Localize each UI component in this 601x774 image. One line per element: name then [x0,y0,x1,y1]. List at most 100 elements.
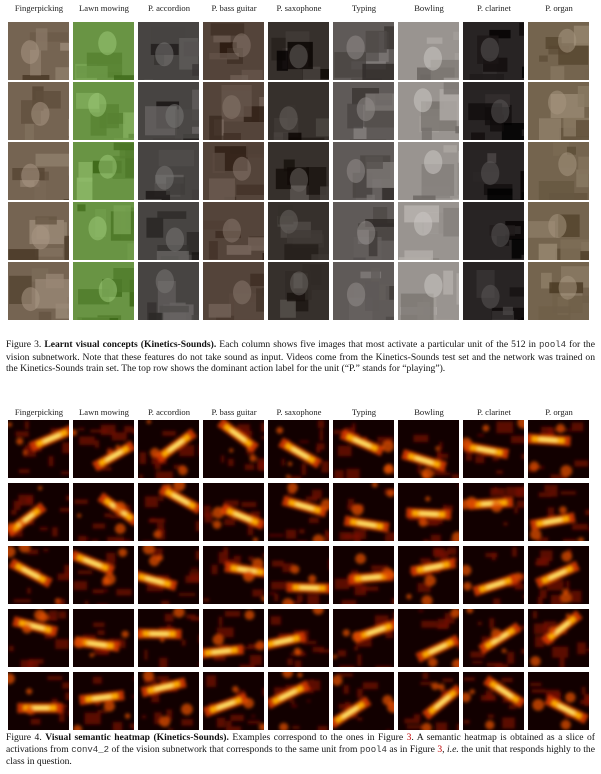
figure-4-caption-text-3: of the vision subnetwork that correspond… [111,743,358,755]
figure-4-caption-code-1: conv4_2 [71,744,109,755]
photo-bowling-3 [398,142,459,200]
photo-p-organ-3 [528,142,589,200]
heatmap-typing-2 [333,483,394,541]
photo-p-bass-guitar-3 [203,142,264,200]
figure-3-column-label-fingerpicking: Fingerpicking [14,3,64,13]
heatmap-p-saxophone-1 [268,420,329,478]
figure-4-caption-text-5: , [442,743,445,755]
heatmap-p-accordion-4 [138,609,199,667]
photo-p-saxophone-3 [268,142,329,200]
figure-4-caption: Figure 4. Visual semantic heatmap (Kinet… [6,732,595,768]
heatmap-typing-1 [333,420,394,478]
heatmap-p-accordion-2 [138,483,199,541]
heatmap-p-bass-guitar-1 [203,420,264,478]
photo-p-accordion-5 [138,262,199,320]
heatmap-p-saxophone-4 [268,609,329,667]
photo-p-clarinet-2 [463,82,524,140]
figure-4-caption-ie: i.e. [447,743,459,755]
photo-p-saxophone-2 [268,82,329,140]
figure-3-column-label-lawn-mowing: Lawn mowing [79,3,129,13]
heatmap-p-clarinet-3 [463,546,524,604]
figure-4-column-label-p-saxophone: P. saxophone [276,407,322,417]
heatmap-p-organ-2 [528,483,589,541]
photo-p-bass-guitar-4 [203,202,264,260]
photo-p-bass-guitar-5 [203,262,264,320]
photo-lawn-mowing-1 [73,22,134,80]
figure-4-caption-text-4: as in Figure [389,743,435,755]
figure-4: Fingerpicking Lawn mowing P. accordion P. b… [0,400,601,774]
photo-bowling-1 [398,22,459,80]
photo-lawn-mowing-2 [73,82,134,140]
heatmap-bowling-5 [398,672,459,730]
heatmap-p-bass-guitar-4 [203,609,264,667]
heatmap-fingerpicking-4 [8,609,69,667]
figure-3-column-labels: Fingerpicking Lawn mowing P. accordion P. b… [8,2,593,14]
photo-p-accordion-3 [138,142,199,200]
figure-4-caption-code-2: pool4 [359,744,387,755]
figure-4-figure-ref-1[interactable]: 3 [406,732,412,743]
figure-3-column-label-p-clarinet: P. clarinet [477,3,511,13]
figure-4-caption-title: Visual semantic heatmap (Kinetics-Sounds… [45,732,229,743]
heatmap-fingerpicking-2 [8,483,69,541]
figure-3-column-label-bowling: Bowling [414,3,444,13]
figure-4-column-label-p-accordion: P. accordion [147,407,190,417]
photo-p-accordion-1 [138,22,199,80]
heatmap-fingerpicking-1 [8,420,69,478]
figure-4-column-label-p-organ: P. organ [545,407,573,417]
heatmap-p-saxophone-2 [268,483,329,541]
heatmap-p-accordion-1 [138,420,199,478]
photo-typing-3 [333,142,394,200]
photo-p-organ-4 [528,202,589,260]
figure-4-figure-ref-2[interactable]: 3 [437,743,443,755]
heatmap-p-bass-guitar-3 [203,546,264,604]
figure-4-column-label-p-bass-guitar: P. bass guitar [211,407,257,417]
photo-lawn-mowing-4 [73,202,134,260]
photo-p-saxophone-1 [268,22,329,80]
heatmap-lawn-mowing-3 [73,546,134,604]
heatmap-lawn-mowing-4 [73,609,134,667]
heatmap-p-clarinet-1 [463,420,524,478]
heatmap-bowling-2 [398,483,459,541]
photo-p-accordion-4 [138,202,199,260]
photo-typing-4 [333,202,394,260]
photo-p-clarinet-4 [463,202,524,260]
photo-p-accordion-2 [138,82,199,140]
figure-4-column-label-fingerpicking: Fingerpicking [14,407,64,417]
heatmap-p-organ-4 [528,609,589,667]
photo-fingerpicking-4 [8,202,69,260]
photo-typing-1 [333,22,394,80]
figure-4-column-labels: Fingerpicking Lawn mowing P. accordion P. b… [8,406,593,418]
photo-typing-2 [333,82,394,140]
heatmap-p-organ-5 [528,672,589,730]
photo-fingerpicking-5 [8,262,69,320]
photo-p-clarinet-5 [463,262,524,320]
photo-p-bass-guitar-2 [203,82,264,140]
figure-4-column-label-bowling: Bowling [414,407,444,417]
figure-3-image-grid [8,22,593,334]
heatmap-bowling-1 [398,420,459,478]
heatmap-p-saxophone-3 [268,546,329,604]
heatmap-p-organ-3 [528,546,589,604]
photo-bowling-4 [398,202,459,260]
photo-p-organ-1 [528,22,589,80]
photo-fingerpicking-2 [8,82,69,140]
figure-4-column-label-p-clarinet: P. clarinet [477,407,511,417]
photo-bowling-2 [398,82,459,140]
photo-bowling-5 [398,262,459,320]
figure-3-column-label-p-bass-guitar: P. bass guitar [211,3,257,13]
heatmap-p-clarinet-2 [463,483,524,541]
heatmap-bowling-3 [398,546,459,604]
heatmap-lawn-mowing-2 [73,483,134,541]
heatmap-p-bass-guitar-2 [203,483,264,541]
figure-3-caption: Figure 3. Learnt visual concepts (Kineti… [6,339,595,375]
photo-lawn-mowing-3 [73,142,134,200]
heatmap-typing-3 [333,546,394,604]
heatmap-p-accordion-5 [138,672,199,730]
figure-4-caption-text-6: the unit that responds highly to the cla… [6,743,595,768]
photo-fingerpicking-3 [8,142,69,200]
figure-3-caption-label: Figure 3. [6,339,42,350]
heatmap-fingerpicking-3 [8,546,69,604]
heatmap-p-saxophone-5 [268,672,329,730]
figure-4-heatmap-grid [8,420,593,730]
heatmap-p-clarinet-5 [463,672,524,730]
